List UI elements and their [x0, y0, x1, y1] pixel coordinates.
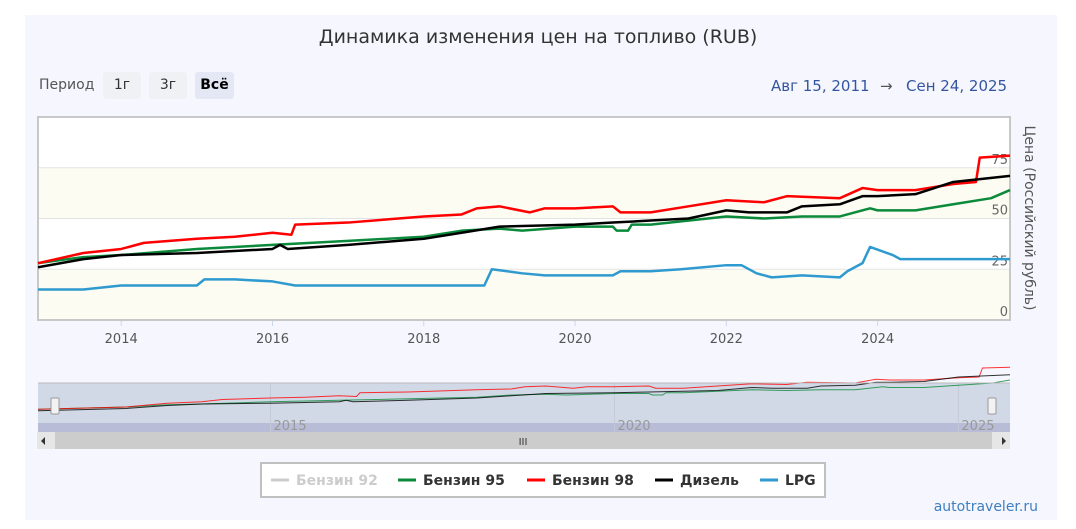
date-to-input[interactable]: Сен 24, 2025	[906, 77, 1008, 95]
chart-title: Динамика изменения цен на топливо (RUB)	[318, 26, 758, 48]
y-axis-title: Цена (Российский рубль)	[1021, 126, 1037, 311]
x-tick-label: 2022	[710, 332, 743, 347]
navigator-tick-label: 2020	[617, 419, 650, 434]
scroll-right-icon[interactable]	[1002, 437, 1006, 445]
legend-item[interactable]: Дизель	[680, 473, 739, 489]
navigator-tick-label: 2015	[274, 419, 307, 434]
series-line-LPG[interactable]	[38, 245, 1010, 291]
series-line-Бензин 98[interactable]	[37, 154, 1011, 265]
scroll-left-icon[interactable]	[41, 437, 45, 445]
date-arrow: →	[880, 77, 893, 95]
navigator-fill	[38, 423, 1010, 432]
legend-item[interactable]: Бензин 95	[423, 473, 505, 489]
x-tick-label: 2014	[105, 332, 138, 347]
scrollbar-grip: III	[519, 437, 528, 448]
navigator-handle-left[interactable]	[50, 397, 60, 415]
credit-link[interactable]: autotraveler.ru	[933, 499, 1038, 515]
x-tick-label: 2018	[407, 332, 440, 347]
navigator-tick-label: 2025	[961, 419, 994, 434]
range-all-button[interactable]: Всё	[195, 72, 234, 99]
period-label: Период	[39, 77, 95, 93]
navigator-series-Бензин 95	[37, 379, 1011, 410]
navigator-handle-right[interactable]	[987, 397, 997, 415]
range-3y-button[interactable]: 3г	[149, 72, 187, 99]
series-line-Бензин 95[interactable]	[37, 188, 1011, 265]
x-tick-label: 2020	[559, 332, 592, 347]
x-tick-label: 2024	[861, 332, 894, 347]
scrollbar-thumb[interactable]	[55, 432, 992, 449]
plot-band	[38, 269, 1010, 320]
legend-item[interactable]: LPG	[785, 473, 816, 489]
y-tick-label: 0	[1000, 305, 1008, 320]
date-from-input[interactable]: Авг 15, 2011	[771, 77, 870, 95]
legend-item[interactable]: Бензин 98	[552, 473, 634, 489]
series-line-Дизель[interactable]	[37, 174, 1011, 269]
navigator-series-Бензин 98	[37, 366, 1011, 410]
x-tick-label: 2016	[256, 332, 289, 347]
y-tick-label: 50	[991, 204, 1008, 219]
legend-item[interactable]: Бензин 92	[296, 473, 378, 489]
plot-border	[37, 116, 1011, 321]
range-1y-button[interactable]: 1г	[103, 72, 141, 99]
y-tick-label: 25	[991, 254, 1008, 269]
